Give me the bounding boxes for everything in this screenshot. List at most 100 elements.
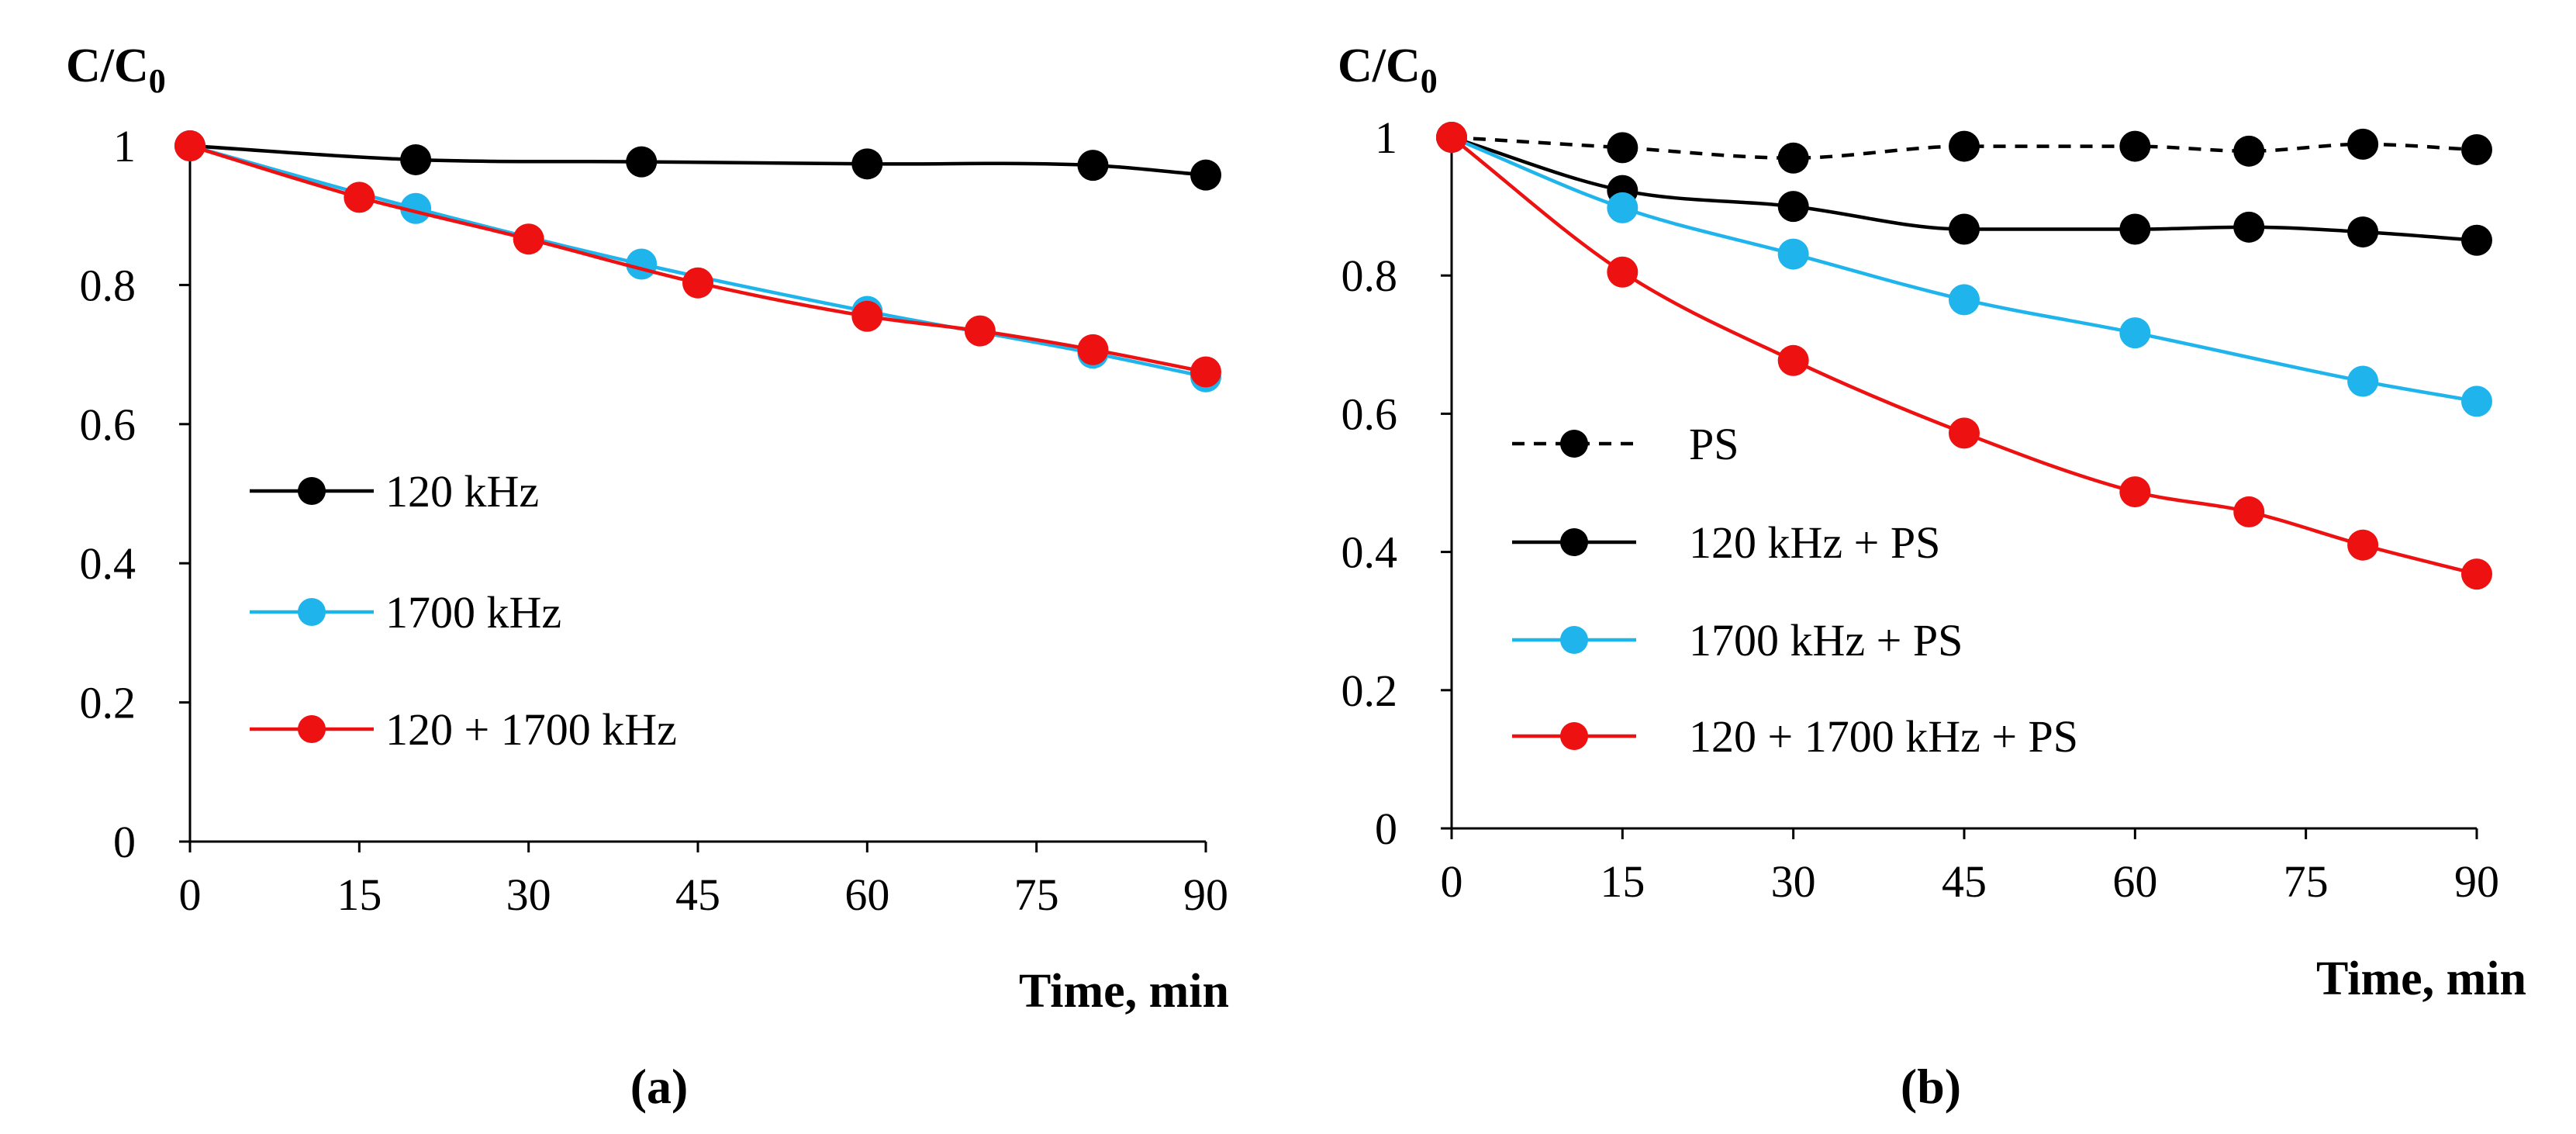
legend-label: 120 kHz — [385, 466, 539, 517]
legend-marker — [298, 715, 326, 743]
data-point — [626, 146, 658, 178]
data-point — [2347, 216, 2379, 248]
y-tick-label: 0.6 — [1342, 389, 1398, 439]
legend-marker — [298, 477, 326, 505]
data-point — [2461, 224, 2492, 256]
data-point — [1777, 238, 1809, 270]
y-tick-label: 0 — [113, 817, 136, 867]
legend-marker — [1560, 528, 1588, 556]
legend-label: 120 + 1700 kHz + PS — [1689, 711, 2078, 762]
y-tick-label: 1 — [1375, 112, 1397, 163]
data-point — [1607, 256, 1638, 288]
data-point — [2347, 128, 2379, 160]
legend-entry: 120 + 1700 kHz — [250, 704, 677, 755]
x-axis-label: Time, min — [2316, 952, 2526, 1005]
legend-label: PS — [1689, 419, 1739, 469]
series — [1436, 122, 2492, 174]
data-point — [400, 192, 432, 224]
legend-entry: PS — [1512, 419, 1739, 469]
y-tick-label: 0 — [1375, 804, 1397, 854]
x-axis-label: Time, min — [1019, 965, 1229, 1018]
panel-caption: (b) — [1901, 1059, 1961, 1114]
legend-label: 1700 kHz + PS — [1689, 615, 1963, 666]
series — [174, 130, 1221, 191]
legend-marker — [1560, 722, 1588, 750]
data-point — [2233, 496, 2265, 527]
data-point — [851, 148, 883, 180]
data-point — [2233, 211, 2265, 243]
y-tick-label: 0.4 — [80, 538, 136, 589]
data-point — [174, 130, 205, 161]
data-point — [1777, 142, 1809, 174]
x-tick-label: 45 — [675, 870, 720, 920]
data-point — [1777, 344, 1809, 376]
legend-entry: 1700 kHz — [250, 587, 561, 638]
y-tick-label: 0.8 — [80, 260, 136, 310]
legend-marker — [1560, 430, 1588, 458]
x-tick-label: 90 — [2454, 856, 2499, 907]
data-point — [682, 267, 713, 299]
x-tick-label: 45 — [1942, 856, 1987, 907]
data-point — [2119, 130, 2151, 162]
series — [1436, 122, 2492, 590]
x-tick-label: 60 — [844, 870, 889, 920]
data-point — [1949, 213, 1980, 245]
data-point — [513, 223, 544, 255]
legend-label: 120 kHz + PS — [1689, 517, 1940, 568]
data-point — [1190, 159, 1221, 191]
x-tick-label: 15 — [1600, 856, 1645, 907]
data-point — [1077, 334, 1109, 365]
x-tick-label: 75 — [2284, 856, 2329, 907]
legend-label: 1700 kHz — [385, 587, 561, 638]
data-point — [1949, 417, 1980, 449]
data-point — [2119, 476, 2151, 508]
data-point — [2347, 365, 2379, 397]
series — [174, 130, 1221, 388]
data-point — [1436, 122, 1467, 153]
y-tick-label: 0.2 — [80, 678, 136, 728]
legend-marker — [298, 598, 326, 626]
data-point — [400, 143, 432, 175]
data-point — [1949, 130, 1980, 162]
y-tick-label: 0.4 — [1342, 527, 1398, 578]
data-point — [851, 300, 883, 332]
data-point — [1949, 284, 1980, 316]
legend-marker — [1560, 626, 1588, 654]
data-point — [626, 248, 658, 280]
legend-entry: 120 kHz + PS — [1512, 517, 1940, 568]
data-point — [344, 182, 375, 213]
data-point — [2119, 213, 2151, 245]
data-point — [2461, 134, 2492, 166]
x-tick-label: 0 — [179, 870, 202, 920]
data-point — [2119, 317, 2151, 349]
x-tick-label: 60 — [2112, 856, 2157, 907]
x-tick-label: 0 — [1441, 856, 1463, 907]
panel-caption: (a) — [630, 1059, 689, 1114]
data-point — [2461, 558, 2492, 590]
data-point — [964, 315, 996, 347]
legend-entry: 120 + 1700 kHz + PS — [1512, 711, 2078, 762]
data-point — [1607, 132, 1638, 164]
data-point — [2347, 529, 2379, 561]
x-tick-label: 30 — [1771, 856, 1816, 907]
y-axis-label-subscript: 0 — [1421, 62, 1438, 100]
y-tick-label: 1 — [113, 121, 136, 171]
x-tick-label: 75 — [1014, 870, 1059, 920]
data-point — [2461, 385, 2492, 417]
data-point — [1077, 150, 1109, 182]
y-tick-label: 0.6 — [80, 399, 136, 450]
legend-entry: 1700 kHz + PS — [1512, 615, 1963, 666]
y-tick-label: 0.8 — [1342, 251, 1398, 301]
data-point — [1190, 356, 1221, 388]
data-point — [2233, 135, 2265, 167]
x-tick-label: 30 — [506, 870, 551, 920]
data-point — [1607, 192, 1638, 223]
y-tick-label: 0.2 — [1342, 666, 1398, 716]
y-axis-label-subscript: 0 — [149, 62, 166, 100]
x-tick-label: 90 — [1183, 870, 1228, 920]
legend-label: 120 + 1700 kHz — [385, 704, 677, 755]
x-tick-label: 15 — [337, 870, 382, 920]
